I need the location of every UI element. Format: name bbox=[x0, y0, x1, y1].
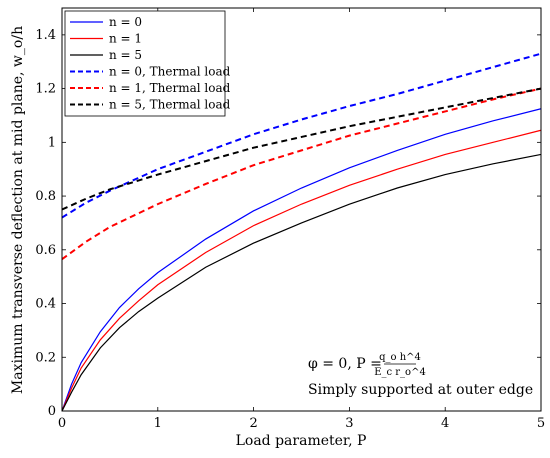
legend-entry-5: n = 5, Thermal load bbox=[109, 98, 231, 112]
y-tick-label: 0.8 bbox=[35, 189, 56, 204]
legend-entry-1: n = 1 bbox=[109, 32, 142, 46]
x-tick-label: 5 bbox=[537, 416, 545, 431]
support-annotation: Simply supported at outer edge bbox=[308, 382, 533, 398]
x-tick-label: 3 bbox=[345, 416, 353, 431]
legend-entry-0: n = 0 bbox=[109, 15, 142, 29]
formula-denominator: E_c r_o^4 bbox=[374, 367, 426, 378]
y-tick-label: 0 bbox=[48, 404, 56, 419]
y-tick-label: 1 bbox=[48, 135, 56, 150]
series-line-1 bbox=[61, 129, 542, 412]
series-line-2 bbox=[61, 153, 542, 412]
y-tick-label: 1.2 bbox=[35, 82, 56, 97]
y-axis-label: Maximum transverse deflection at mid pla… bbox=[10, 26, 26, 394]
legend: n = 0 n = 1 n = 5 n = 0, Thermal load n = 1,… bbox=[64, 10, 231, 117]
x-tick-label: 0 bbox=[58, 416, 66, 431]
legend-box bbox=[64, 10, 226, 117]
y-tick-label: 0.2 bbox=[35, 350, 56, 365]
annotation: φ = 0, P = q_o h^4 E_c r_o^4 Simply supp… bbox=[308, 352, 533, 398]
formula-numerator: q_o h^4 bbox=[379, 352, 421, 363]
y-tick-label: 0.6 bbox=[35, 243, 56, 258]
y-tick-label: 0.4 bbox=[35, 297, 56, 312]
plot-frame bbox=[61, 7, 542, 412]
legend-entry-2: n = 5 bbox=[109, 48, 142, 62]
formula-prefix: φ = 0, P = bbox=[308, 356, 382, 372]
series-line-0 bbox=[61, 108, 542, 412]
series-line-4 bbox=[61, 87, 542, 261]
series-line-5 bbox=[61, 87, 542, 211]
legend-entry-3: n = 0, Thermal load bbox=[109, 65, 231, 79]
x-tick-label: 4 bbox=[441, 416, 449, 431]
x-tick-label: 2 bbox=[249, 416, 257, 431]
series-layer bbox=[61, 52, 542, 412]
legend-entry-4: n = 1, Thermal load bbox=[109, 81, 231, 95]
y-tick-label: 1.4 bbox=[35, 28, 56, 43]
x-axis-label: Load parameter, P bbox=[236, 433, 367, 449]
series-line-3 bbox=[61, 52, 542, 219]
x-tick-label: 1 bbox=[154, 416, 162, 431]
ticks-layer: 0 1 2 3 4 5 0 0.2 0.4 0.6 0.8 1 1.2 1.4 bbox=[35, 8, 545, 431]
